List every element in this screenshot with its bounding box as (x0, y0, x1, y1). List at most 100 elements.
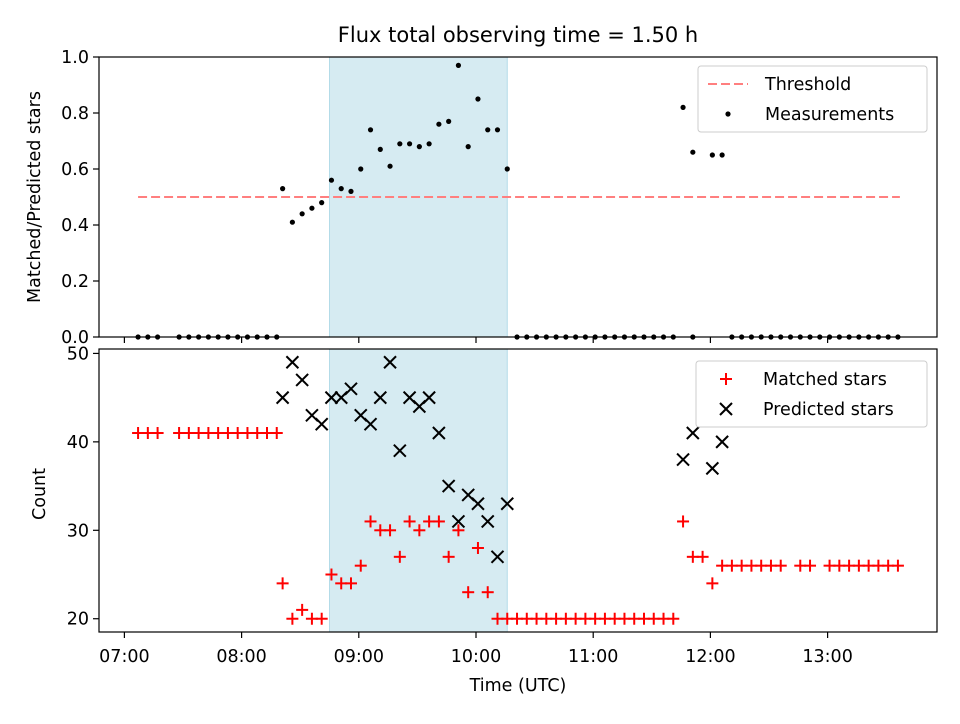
matched-stars-point (804, 559, 817, 572)
measurement-point (280, 186, 286, 192)
measurement-point (309, 205, 315, 211)
matched-stars-point (442, 550, 455, 563)
x-tick-label: 08:00 (216, 647, 266, 667)
matched-stars-point (891, 559, 904, 572)
matched-stars-point (286, 612, 299, 625)
y-tick-label: 1.0 (61, 48, 89, 68)
bottom-axes: 20 30 40 50 07:00 08:00 09:00 10:00 11:00 12:00 1… (30, 344, 938, 696)
matched-stars-legend-marker (720, 373, 732, 385)
measurement-point (319, 200, 325, 206)
y-tick-label: 0.6 (61, 160, 89, 180)
measurement-point (465, 144, 471, 150)
bottom-legend: Matched stars Predicted stars (695, 360, 928, 428)
predicted-stars-point (314, 417, 329, 431)
measurement-point (690, 149, 696, 155)
predicted-stars-point (393, 443, 407, 458)
predicted-stars-point (471, 497, 485, 511)
matched-stars-point (315, 612, 328, 625)
measurement-point (377, 146, 383, 152)
predicted-stars-point (363, 417, 378, 431)
matched-stars-point (276, 577, 289, 590)
predicted-stars-point (715, 435, 729, 449)
y-tick-label: 0.4 (61, 216, 89, 236)
measurement-point (289, 219, 295, 225)
measurement-point (680, 104, 686, 110)
matched-stars-point (270, 427, 283, 440)
bottom-observing-window (328, 348, 508, 633)
measurement-point (504, 166, 510, 172)
predicted-stars-point (383, 355, 397, 369)
y-tick-label: 40 (67, 433, 89, 453)
measurement-point (485, 127, 491, 133)
top-legend-box (697, 65, 928, 133)
matched-stars-point (481, 586, 494, 599)
matched-stars-points (132, 427, 904, 625)
bottom-y-axis-label: Count (30, 468, 50, 520)
measurement-point (446, 118, 452, 124)
top-x-ticks (123, 337, 829, 343)
bottom-y-ticks: 20 30 40 50 (67, 344, 99, 630)
matched-stars-point (151, 427, 164, 440)
matched-stars-legend-label: Matched stars (763, 370, 887, 390)
bottom-x-ticks: 07:00 08:00 09:00 10:00 11:00 12:00 13:00 (99, 632, 853, 667)
measurement-point (406, 141, 413, 147)
matched-stars-point (296, 603, 309, 616)
measurement-point (494, 127, 501, 133)
predicted-stars-point (373, 390, 387, 405)
top-legend: Threshold Measurements (697, 65, 928, 133)
matched-stars-point (344, 577, 357, 590)
bottom-axes-frame (98, 348, 938, 633)
x-axis-label: Time (UTC) (469, 676, 567, 696)
predicted-stars-point (285, 355, 300, 369)
matched-stars-point (325, 568, 338, 581)
predicted-stars-point (422, 390, 436, 405)
matched-stars-point (677, 515, 690, 528)
matched-stars-point (413, 524, 426, 537)
matched-stars-point (696, 550, 709, 563)
matched-stars-point (403, 515, 416, 528)
predicted-stars-point (344, 382, 358, 396)
x-tick-label: 11:00 (568, 647, 618, 667)
top-axes: 0.0 0.2 0.4 0.6 0.8 1.0 Flux total observing … (25, 23, 938, 348)
measurements-legend-marker (725, 111, 731, 117)
predicted-stars-point (432, 426, 446, 440)
y-tick-label: 0.8 (61, 104, 89, 124)
predicted-stars-point (705, 461, 720, 476)
observing-window-span (328, 348, 508, 633)
measurement-point (358, 166, 364, 172)
matched-stars-point (393, 550, 406, 563)
y-tick-label: 20 (67, 610, 89, 630)
predicted-stars-point (451, 514, 466, 529)
predicted-stars-point (500, 497, 514, 511)
x-tick-label: 07:00 (99, 647, 149, 667)
matched-stars-point (384, 524, 397, 537)
matched-stars-point (774, 559, 787, 572)
predicted-stars-legend-marker (719, 402, 733, 416)
matched-stars-point (462, 586, 475, 599)
matched-stars-point (667, 612, 680, 625)
measurement-point (348, 188, 354, 194)
measurement-point (299, 211, 305, 217)
measurement-point (709, 152, 715, 158)
predicted-stars-point (686, 426, 700, 440)
measurement-point (328, 177, 335, 183)
top-y-axis-label: Matched/Predicted stars (25, 91, 45, 303)
measurement-point (397, 141, 403, 147)
measurement-point (719, 152, 725, 158)
predicted-stars-point (481, 514, 495, 529)
measurements-legend-label: Measurements (765, 105, 894, 125)
measurement-point (436, 121, 442, 127)
matched-stars-point (471, 541, 484, 554)
predicted-stars-point (441, 479, 456, 493)
measurement-point (387, 163, 393, 169)
predicted-stars-point (676, 452, 690, 467)
predicted-stars-point (490, 550, 505, 564)
measurement-point (475, 96, 481, 102)
x-tick-label: 13:00 (802, 647, 852, 667)
y-tick-label: 30 (67, 521, 89, 541)
matched-stars-point (452, 524, 465, 537)
matched-stars-point (364, 515, 377, 528)
bottom-legend-box (695, 360, 928, 428)
measurement-point (426, 141, 432, 147)
